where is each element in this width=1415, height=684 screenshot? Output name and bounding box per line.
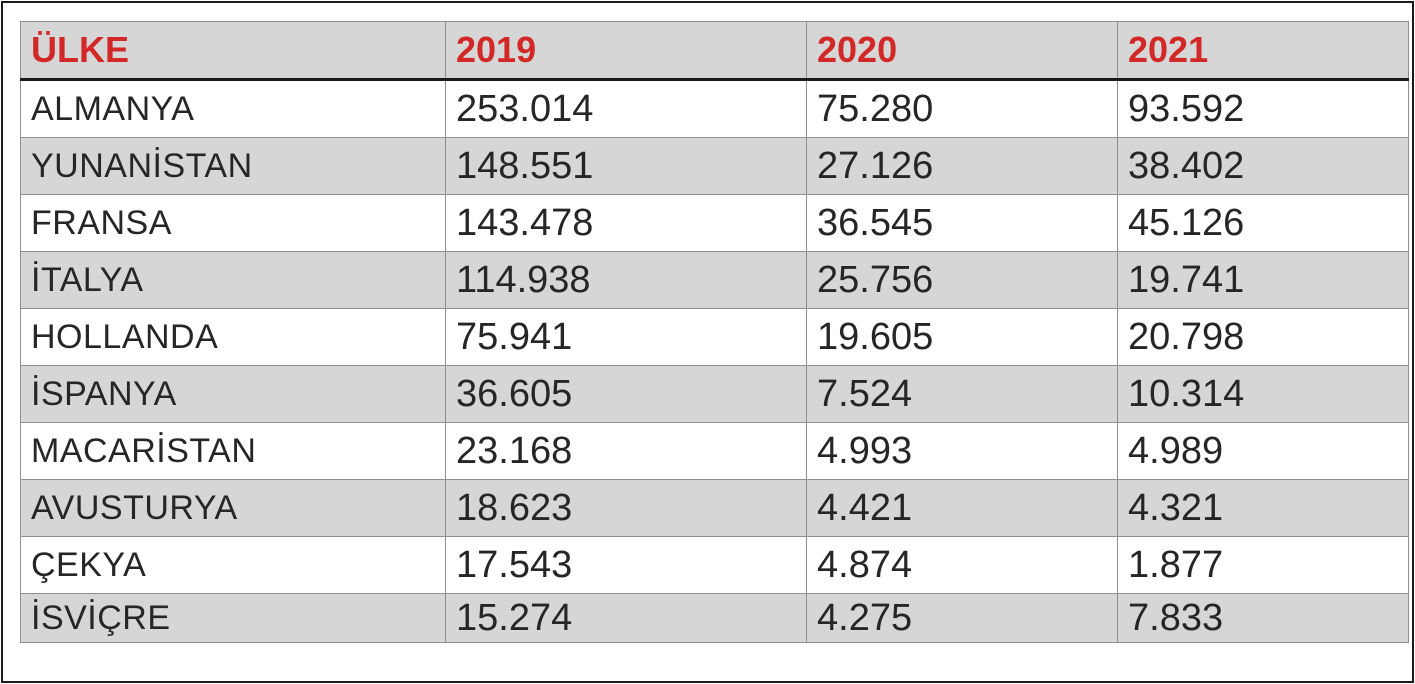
value-2020-cell: 4.275 (806, 593, 1118, 643)
value-2019-cell: 148.551 (445, 137, 807, 195)
value-2021-cell: 19.741 (1117, 251, 1409, 309)
value-2021-cell: 1.877 (1117, 536, 1409, 594)
value-2020-cell: 4.421 (806, 479, 1118, 537)
value-2020-cell: 19.605 (806, 308, 1118, 366)
country-cell: AVUSTURYA (20, 479, 446, 537)
value-2021-cell: 10.314 (1117, 365, 1409, 423)
value-2020-cell: 7.524 (806, 365, 1118, 423)
value-2021-cell: 20.798 (1117, 308, 1409, 366)
value-2019-cell: 18.623 (445, 479, 807, 537)
country-cell: ALMANYA (20, 79, 446, 138)
value-2020-cell: 27.126 (806, 137, 1118, 195)
country-year-table: ÜLKE 2019 2020 2021 ALMANYA 253.014 75.2… (20, 21, 1409, 643)
value-2019-cell: 36.605 (445, 365, 807, 423)
value-2021-cell: 7.833 (1117, 593, 1409, 643)
value-2019-cell: 75.941 (445, 308, 807, 366)
country-cell: MACARİSTAN (20, 422, 446, 480)
country-cell: İTALYA (20, 251, 446, 309)
value-2021-cell: 4.321 (1117, 479, 1409, 537)
value-2019-cell: 17.543 (445, 536, 807, 594)
value-2021-cell: 45.126 (1117, 194, 1409, 252)
value-2019-cell: 143.478 (445, 194, 807, 252)
country-cell: YUNANİSTAN (20, 137, 446, 195)
value-2020-cell: 4.993 (806, 422, 1118, 480)
table-row: ALMANYA 253.014 75.280 93.592 (20, 79, 1409, 138)
header-2021: 2021 (1117, 21, 1409, 81)
header-2020: 2020 (806, 21, 1118, 81)
table-row: MACARİSTAN 23.168 4.993 4.989 (20, 422, 1409, 480)
value-2019-cell: 253.014 (445, 79, 807, 138)
value-2021-cell: 4.989 (1117, 422, 1409, 480)
value-2019-cell: 15.274 (445, 593, 807, 643)
value-2020-cell: 36.545 (806, 194, 1118, 252)
table-row: HOLLANDA 75.941 19.605 20.798 (20, 308, 1409, 366)
value-2019-cell: 23.168 (445, 422, 807, 480)
value-2020-cell: 25.756 (806, 251, 1118, 309)
table-row: İSPANYA 36.605 7.524 10.314 (20, 365, 1409, 423)
header-2019: 2019 (445, 21, 807, 81)
table-row: ÇEKYA 17.543 4.874 1.877 (20, 536, 1409, 594)
country-cell: İSPANYA (20, 365, 446, 423)
country-cell: HOLLANDA (20, 308, 446, 366)
table-row: YUNANİSTAN 148.551 27.126 38.402 (20, 137, 1409, 195)
country-cell: FRANSA (20, 194, 446, 252)
country-cell: ÇEKYA (20, 536, 446, 594)
table-row: İTALYA 114.938 25.756 19.741 (20, 251, 1409, 309)
value-2020-cell: 4.874 (806, 536, 1118, 594)
header-country: ÜLKE (20, 21, 446, 81)
value-2019-cell: 114.938 (445, 251, 807, 309)
table-row: İSVİÇRE 15.274 4.275 7.833 (20, 593, 1409, 643)
value-2020-cell: 75.280 (806, 79, 1118, 138)
table-row: FRANSA 143.478 36.545 45.126 (20, 194, 1409, 252)
country-cell: İSVİÇRE (20, 593, 446, 643)
table-row: AVUSTURYA 18.623 4.421 4.321 (20, 479, 1409, 537)
value-2021-cell: 93.592 (1117, 79, 1409, 138)
table-header-row: ÜLKE 2019 2020 2021 (20, 21, 1409, 81)
value-2021-cell: 38.402 (1117, 137, 1409, 195)
